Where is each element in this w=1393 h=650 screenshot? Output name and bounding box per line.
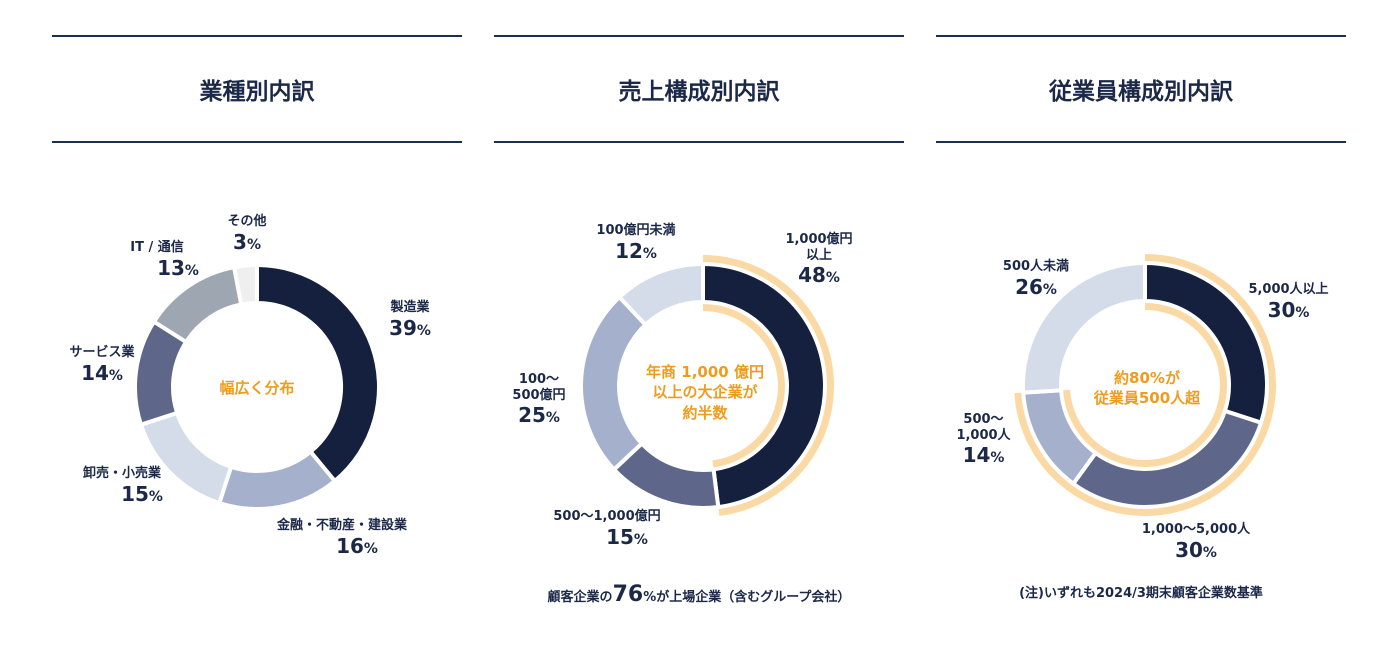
slice-label: 500〜1,000億円 15%: [532, 509, 682, 549]
chart-title: 従業員構成別内訳: [1049, 79, 1233, 105]
divider: [52, 35, 462, 37]
slice-value: 14%: [81, 360, 123, 385]
slice-name: サービス業: [69, 345, 135, 360]
slice-name: 500人未満: [1002, 259, 1070, 274]
center-text: 幅広く分布: [219, 379, 295, 397]
slice-value: 30%: [1175, 537, 1217, 562]
center-text: 約80%が 従業員500人超: [1093, 369, 1201, 408]
slice-label: 100〜 500億円 25%: [499, 372, 579, 427]
slice-value: 16%: [336, 533, 378, 558]
donut-hole: [628, 311, 778, 461]
divider: [936, 141, 1346, 143]
slice-value: 3%: [233, 229, 261, 254]
slice-name: 金融・不動産・建設業: [276, 518, 407, 533]
slice-label: その他 3%: [217, 214, 277, 254]
divider: [494, 141, 904, 143]
slice-value: 14%: [962, 443, 1005, 468]
slice-1: [701, 261, 827, 510]
slice-name: その他: [227, 214, 267, 229]
slice-value: 48%: [798, 263, 840, 288]
slice-4: [1021, 260, 1147, 395]
panel-employees: 従業員構成別内訳 約80%が 従業員500人超 5,000人以上 30% 1,0…: [936, 0, 1346, 650]
slice-name: 100〜 500億円: [512, 372, 566, 403]
slice-value: 26%: [1015, 274, 1057, 299]
slice-label: 5,000人以上 30%: [1236, 282, 1341, 322]
slice-label: 500〜 1,000人 14%: [946, 412, 1021, 467]
donut-hole: [1070, 310, 1220, 460]
slice-name: 5,000人以上: [1248, 282, 1329, 297]
divider: [52, 141, 462, 143]
slice-value: 15%: [121, 481, 163, 506]
donut-chart-revenue: [579, 255, 835, 516]
slice-name: 製造業: [390, 300, 430, 315]
panel-industry: 業種別内訳 幅広く分布 製造業 39% 金融・不動産・建設業 16% 卸売・小売…: [52, 0, 462, 650]
footnote: (注)いずれも2024/3期末顧客企業数基準: [1019, 586, 1263, 601]
slice-label: 500人未満 26%: [991, 259, 1081, 299]
slice-value: 13%: [157, 255, 199, 280]
slice-label: 卸売・小売業 15%: [62, 466, 182, 506]
panel-revenue: 売上構成別内訳 年商 1,000 億円 以上の大企業が 約半数 1,000億円以…: [494, 0, 904, 650]
footnote: 顧客企業の76%が上場企業（含むグループ会社）: [547, 582, 851, 607]
slice-label: 金融・不動産・建設業 16%: [252, 518, 432, 558]
slice-label: IT / 通信 13%: [102, 240, 212, 280]
slice-name: 100億円未満: [596, 223, 676, 238]
divider: [494, 35, 904, 37]
slice-6: [231, 262, 259, 307]
slice-label: 1,000〜5,000人 30%: [1136, 522, 1256, 562]
center-text: 年商 1,000 億円 以上の大企業が 約半数: [646, 363, 764, 422]
slice-name: 卸売・小売業: [82, 466, 161, 481]
divider: [936, 35, 1346, 37]
slice-label: 100億円未満 12%: [586, 223, 686, 263]
slice-label: 製造業 39%: [370, 300, 450, 340]
slice-name: IT / 通信: [130, 240, 184, 255]
slice-name: 500〜 1,000人: [956, 412, 1011, 443]
slice-label: サービス業 14%: [52, 345, 152, 385]
slice-value: 39%: [389, 315, 431, 340]
chart-title: 業種別内訳: [199, 79, 315, 105]
slice-value: 15%: [606, 524, 648, 549]
donut-chart-employees: [1014, 254, 1276, 516]
donut-hole: [173, 303, 341, 471]
slice-1: [255, 262, 381, 484]
slice-value: 12%: [615, 238, 657, 263]
donut-chart-industry: [133, 262, 381, 511]
chart-title: 売上構成別内訳: [618, 79, 780, 105]
slice-name: 1,000〜5,000人: [1141, 522, 1251, 537]
slice-4: [616, 261, 705, 328]
slice-name: 500〜1,000億円: [553, 509, 661, 524]
slice-value: 25%: [518, 403, 560, 428]
slice-label: 1,000億円 以上 48%: [779, 232, 859, 287]
slice-name: 1,000億円 以上: [785, 232, 853, 263]
slice-value: 30%: [1267, 297, 1310, 322]
